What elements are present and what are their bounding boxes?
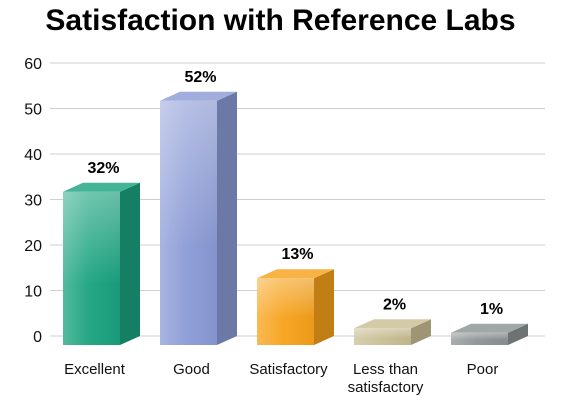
bar-side [314, 269, 334, 345]
bar-top [354, 319, 431, 329]
category-label: Good [173, 361, 210, 378]
bar-side [411, 319, 431, 345]
category-label: Less than satisfactory [348, 361, 424, 396]
category-label: Poor [467, 361, 499, 378]
category-label: Satisfactory [249, 361, 328, 378]
data-label: 52% [184, 69, 216, 86]
y-tick-label: 10 [24, 284, 42, 301]
y-tick-label: 40 [24, 147, 42, 164]
y-tick-label: 0 [33, 329, 42, 346]
y-tick-label: 20 [24, 238, 42, 255]
bar-highlight [63, 191, 120, 345]
bar [354, 319, 431, 345]
bar [160, 91, 237, 345]
data-label: 13% [281, 246, 313, 263]
bar-top [63, 182, 140, 192]
bar-top [257, 269, 334, 279]
chart-title: Satisfaction with Reference Labs [45, 4, 516, 37]
bar [451, 323, 528, 345]
bar-highlight [160, 100, 217, 345]
bar [63, 182, 140, 345]
bar-side [508, 323, 528, 345]
bar-side [217, 91, 237, 345]
y-tick-label: 50 [24, 102, 42, 119]
bar-side [120, 182, 140, 345]
data-labels: 32% 52% 13% 2% 1% [87, 69, 503, 318]
data-label: 2% [383, 296, 406, 313]
bar [257, 269, 334, 345]
y-tick-label: 30 [24, 193, 42, 210]
bar-top [451, 323, 528, 333]
category-label: Excellent [64, 361, 126, 378]
bar-highlight [451, 332, 508, 345]
bar-highlight [257, 278, 314, 345]
category-labels: Excellent Good Satisfactory Less than satisf… [64, 361, 498, 396]
bar-top [160, 91, 237, 101]
data-label: 32% [87, 160, 119, 177]
bar-highlight [354, 328, 411, 345]
y-tick-label: 60 [24, 56, 42, 73]
bars [63, 91, 528, 345]
y-axis-ticks: 0 10 20 30 40 50 60 [24, 56, 42, 346]
data-label: 1% [480, 301, 503, 318]
